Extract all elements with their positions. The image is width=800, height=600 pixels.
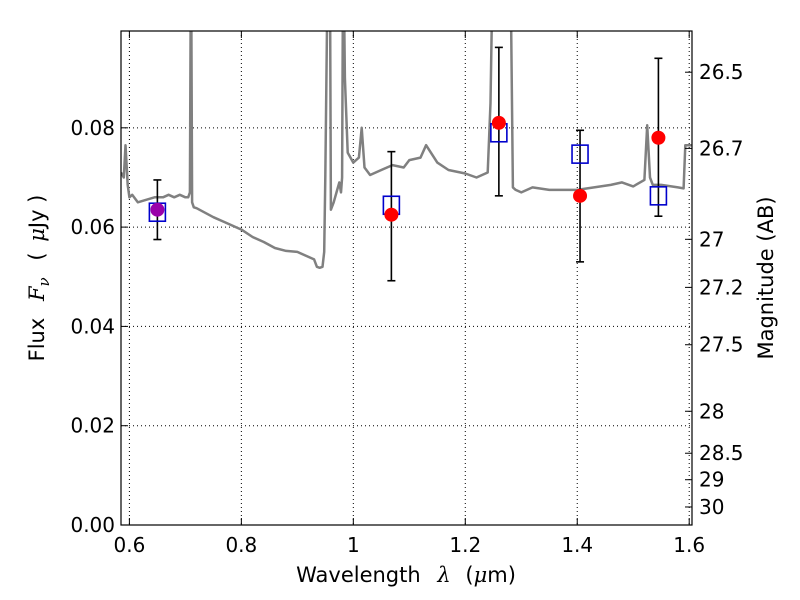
observed-point	[651, 130, 666, 145]
x-axis-symbol: λ	[436, 563, 450, 587]
y-tick-label: 0.04	[70, 314, 115, 338]
x-axis-title: Wavelength λ (μm)	[296, 563, 516, 587]
x-tick-label: 1.4	[561, 533, 593, 557]
x-tick-label: 1	[347, 533, 360, 557]
observed-point	[150, 202, 165, 217]
y2-tick-label: 26.7	[699, 136, 744, 160]
x-tick-label: 0.8	[225, 533, 257, 557]
observed-point-layer	[150, 115, 666, 222]
y-tick-label: 0.06	[70, 215, 115, 239]
y2-tick-label: 28	[699, 399, 724, 423]
x-axis-unit-mu: μ	[474, 563, 488, 587]
model-point	[571, 144, 589, 164]
x-axis-ticks: 0.6 0.8 1 1.2 1.4 1.6	[113, 31, 705, 557]
x-axis-unit-prefix: (	[465, 563, 473, 587]
y-tick-label: 0.00	[70, 513, 115, 537]
y2-tick-label: 26.5	[699, 60, 744, 84]
observed-point	[491, 115, 506, 130]
x-axis-title-text: Wavelength	[296, 563, 421, 587]
y-axis-symbol: F	[25, 285, 49, 302]
y-tick-label: 0.08	[70, 116, 115, 140]
y2-tick-label: 27	[699, 227, 724, 251]
x-tick-label: 1.2	[449, 533, 481, 557]
y-axis-symbol-sub: ν	[35, 277, 53, 286]
x-axis-unit-rest: m)	[487, 563, 516, 587]
y-axis-unit-rest: Jy )	[25, 195, 49, 231]
y-axis-unit-mu: μ	[25, 228, 49, 242]
y2-tick-label: 27.2	[699, 275, 744, 299]
x-tick-label: 1.6	[673, 533, 705, 557]
plot-background	[121, 31, 692, 525]
observed-point	[384, 207, 399, 222]
plot-frame	[120, 30, 693, 526]
spectrum-line	[121, 31, 692, 270]
y-axis-title: Flux Fν ( μJy )	[25, 195, 54, 362]
x-tick-label: 0.6	[113, 533, 145, 557]
y2-tick-label: 27.5	[699, 333, 744, 357]
observed-point	[573, 188, 588, 203]
y2-tick-label: 30	[699, 495, 724, 519]
y-axis-title-text: Flux	[25, 318, 49, 362]
y2-axis-title: Magnitude (AB)	[754, 196, 778, 359]
y2-tick-label: 28.5	[699, 441, 744, 465]
y-axis-ticks: 0.00 0.02 0.04 0.06 0.08	[70, 116, 128, 537]
spectrum-layer	[121, 31, 692, 270]
y2-tick-label: 29	[699, 468, 724, 492]
y-tick-label: 0.02	[70, 414, 115, 438]
y2-axis-ticks: 26.5 26.7 27 27.2 27.5 28 28.5 29 30	[685, 60, 744, 519]
y-axis-unit-prefix: (	[25, 252, 49, 260]
model-point	[649, 186, 668, 206]
